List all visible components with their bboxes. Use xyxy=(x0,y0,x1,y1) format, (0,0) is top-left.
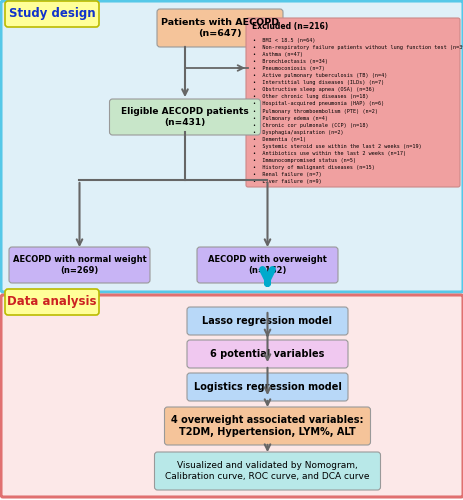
Text: •  Dysphagia/aspiration (n=2): • Dysphagia/aspiration (n=2) xyxy=(252,130,343,134)
Text: •  Systemic steroid use within the last 2 weeks (n=19): • Systemic steroid use within the last 2… xyxy=(252,144,421,148)
Text: 6 potential variables: 6 potential variables xyxy=(210,349,324,359)
FancyBboxPatch shape xyxy=(187,340,347,368)
Text: •  Renal failure (n=7): • Renal failure (n=7) xyxy=(252,172,321,177)
Text: AECOPD with normal weight
(n=269): AECOPD with normal weight (n=269) xyxy=(13,256,146,274)
Text: Data analysis: Data analysis xyxy=(7,296,97,308)
FancyBboxPatch shape xyxy=(109,99,260,135)
FancyBboxPatch shape xyxy=(156,9,282,47)
FancyBboxPatch shape xyxy=(164,407,369,445)
Text: •  Chronic cor pulmonale (CCP) (n=18): • Chronic cor pulmonale (CCP) (n=18) xyxy=(252,122,368,128)
FancyBboxPatch shape xyxy=(187,307,347,335)
Text: Visualized and validated by Nomogram,
Calibration curve, ROC curve, and DCA curv: Visualized and validated by Nomogram, Ca… xyxy=(165,462,369,480)
FancyBboxPatch shape xyxy=(1,295,462,497)
Text: •  Bronchiectasis (n=34): • Bronchiectasis (n=34) xyxy=(252,59,327,64)
Text: •  Hospital-acquired pneumonia (HAP) (n=6): • Hospital-acquired pneumonia (HAP) (n=6… xyxy=(252,102,383,106)
Text: •  Liver failure (n=9): • Liver failure (n=9) xyxy=(252,179,321,184)
Text: •  History of malignant diseases (n=15): • History of malignant diseases (n=15) xyxy=(252,165,374,170)
FancyBboxPatch shape xyxy=(1,1,462,292)
Text: Patients with AECOPD
(n=647): Patients with AECOPD (n=647) xyxy=(161,18,278,38)
FancyBboxPatch shape xyxy=(9,247,150,283)
Text: •  Pulmonary thromboembolism (PTE) (n=2): • Pulmonary thromboembolism (PTE) (n=2) xyxy=(252,108,377,114)
Text: 4 overweight associated variables:
T2DM, Hypertension, LYM%, ALT: 4 overweight associated variables: T2DM,… xyxy=(171,415,363,437)
FancyBboxPatch shape xyxy=(187,373,347,401)
Text: •  Pneumoconiosis (n=7): • Pneumoconiosis (n=7) xyxy=(252,66,324,71)
FancyBboxPatch shape xyxy=(154,452,380,490)
Text: •  Interstitial lung diseases (ILDs) (n=7): • Interstitial lung diseases (ILDs) (n=7… xyxy=(252,80,383,86)
Text: Logistics regression model: Logistics regression model xyxy=(193,382,341,392)
Text: •  Dementia (n=1): • Dementia (n=1) xyxy=(252,136,306,141)
Text: Lasso regression model: Lasso regression model xyxy=(202,316,332,326)
Text: •  Obstructive sleep apnea (OSA) (n=36): • Obstructive sleep apnea (OSA) (n=36) xyxy=(252,88,374,92)
Text: •  Antibiotics use within the last 2 weeks (n=17): • Antibiotics use within the last 2 week… xyxy=(252,151,405,156)
Text: Excluded (n=216): Excluded (n=216) xyxy=(251,22,327,32)
FancyBboxPatch shape xyxy=(197,247,337,283)
Text: •  Immunocompromised status (n=5): • Immunocompromised status (n=5) xyxy=(252,158,356,163)
Text: •  Non-respiratory failure patients without lung function test (n=39): • Non-respiratory failure patients witho… xyxy=(252,45,463,50)
Text: •  BMI < 18.5 (n=64): • BMI < 18.5 (n=64) xyxy=(252,38,315,43)
Text: •  Asthma (n=47): • Asthma (n=47) xyxy=(252,52,302,57)
FancyBboxPatch shape xyxy=(5,289,99,315)
FancyBboxPatch shape xyxy=(245,18,459,187)
Text: •  Pulmonary edema (n=4): • Pulmonary edema (n=4) xyxy=(252,116,327,120)
Text: •  Active pulmonary tuberculosis (TB) (n=4): • Active pulmonary tuberculosis (TB) (n=… xyxy=(252,74,387,78)
Text: Eligible AECOPD patients
(n=431): Eligible AECOPD patients (n=431) xyxy=(121,108,248,126)
Text: •  Other chronic lung diseases (n=18): • Other chronic lung diseases (n=18) xyxy=(252,94,368,100)
Text: AECOPD with overweight
(n=162): AECOPD with overweight (n=162) xyxy=(207,256,326,274)
Text: Study design: Study design xyxy=(9,8,95,20)
FancyBboxPatch shape xyxy=(5,1,99,27)
